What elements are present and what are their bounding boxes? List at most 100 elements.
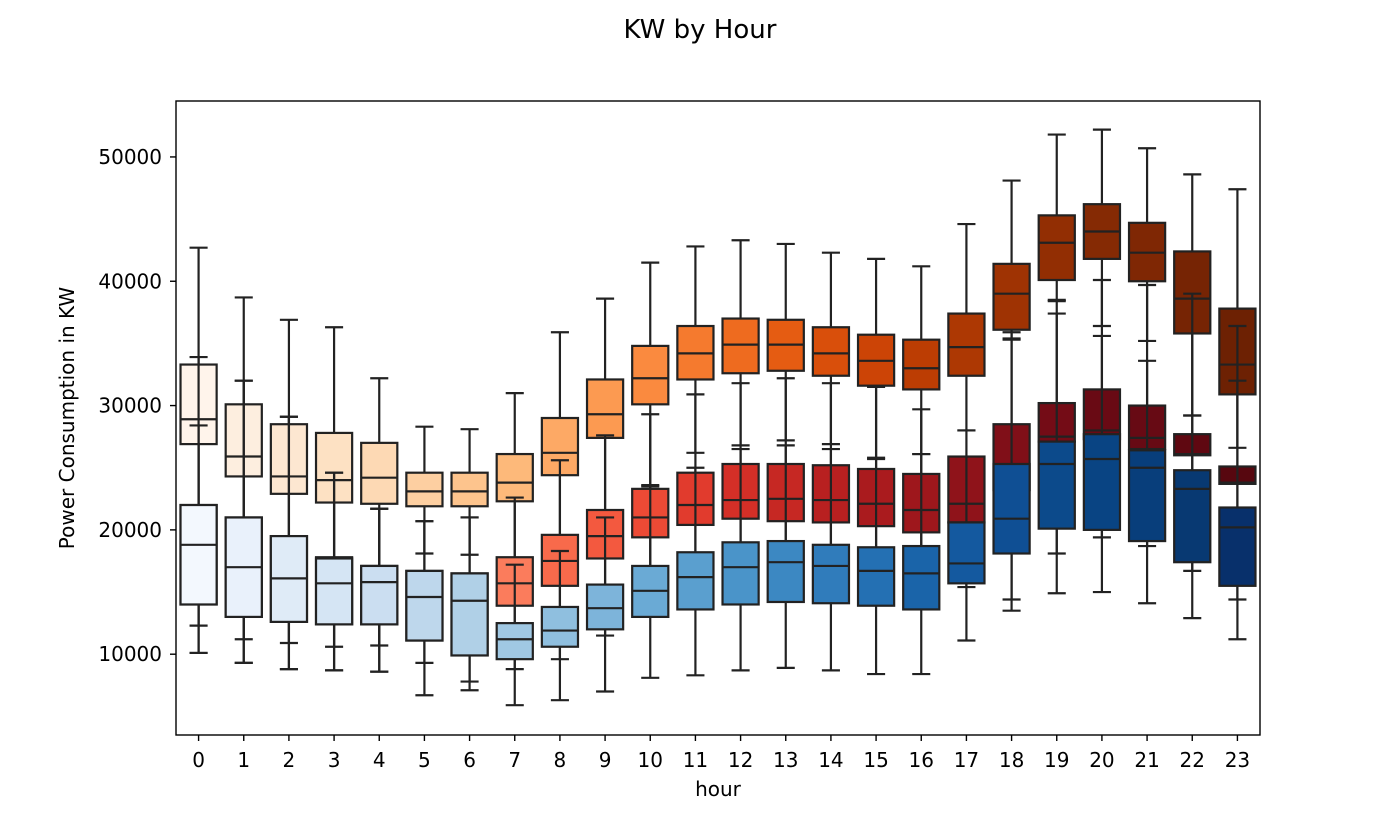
box-iqr: [676, 551, 715, 611]
box-iqr: [1037, 440, 1076, 530]
box-iqr: [1173, 469, 1212, 564]
x-tick-label: 20: [1089, 748, 1114, 772]
x-axis-label: hour: [695, 777, 742, 801]
box-hour-20: [1082, 128, 1122, 328]
box-hour-9: [585, 516, 625, 693]
y-axis-label: Power Consumption in KW: [55, 287, 79, 550]
x-tick-label: 19: [1044, 748, 1069, 772]
box-hour-1: [224, 379, 263, 664]
x-tick-label: 14: [818, 748, 843, 772]
y-axis: 10000 20000 30000 40000 50000: [98, 145, 176, 666]
y-tick-label: 50000: [98, 145, 162, 169]
box-hour-6: [450, 516, 489, 692]
box-iqr: [902, 338, 941, 391]
box-iqr: [495, 622, 534, 661]
x-tick-label: 8: [554, 748, 567, 772]
box-iqr: [450, 572, 489, 657]
box-hour-18: [992, 179, 1031, 340]
x-tick-label: 7: [508, 748, 521, 772]
chart-title: KW by Hour: [624, 15, 777, 45]
box-iqr: [947, 312, 986, 377]
box-hour-12: [721, 447, 760, 672]
box-iqr: [405, 569, 444, 642]
x-tick-label: 3: [328, 748, 341, 772]
box-iqr: [314, 557, 354, 626]
plot-frame: [175, 100, 1261, 736]
box-hour-5: [405, 425, 444, 555]
x-tick-label: 21: [1134, 748, 1159, 772]
x-tick-label: 22: [1180, 748, 1205, 772]
box-iqr: [179, 503, 218, 606]
box-hour-7: [495, 563, 534, 707]
box-iqr: [766, 539, 805, 604]
box-hour-16: [902, 452, 941, 676]
box-iqr: [360, 564, 399, 626]
box-hour-21: [1127, 283, 1167, 605]
x-tick-label: 17: [954, 748, 979, 772]
box-hour-4: [360, 507, 399, 673]
box-hour-11: [676, 466, 715, 677]
box-hour-6: [450, 428, 489, 556]
x-tick-label: 6: [463, 748, 476, 772]
box-hour-19: [1037, 133, 1076, 303]
x-tick-label: 18: [999, 748, 1024, 772]
box-iqr: [856, 546, 896, 607]
box-iqr: [721, 541, 760, 606]
box-hour-12: [721, 239, 760, 447]
x-tick-label: 10: [638, 748, 663, 772]
box-iqr: [360, 441, 399, 505]
x-tick-label: 5: [418, 748, 431, 772]
box-hour-0: [179, 355, 218, 655]
box-hour-3: [314, 471, 354, 672]
box-iqr: [992, 462, 1031, 555]
x-tick-label: 4: [373, 748, 386, 772]
x-tick-label: 1: [237, 748, 250, 772]
box-iqr: [947, 521, 986, 585]
box-iqr: [1037, 214, 1076, 282]
box-hour-2: [269, 415, 309, 671]
box-hour-19: [1037, 298, 1076, 595]
plot-area: [179, 128, 1257, 707]
x-tick-label: 2: [283, 748, 296, 772]
box-hour-23: [1218, 324, 1257, 641]
box-hour-20: [1082, 278, 1122, 594]
box-hour-8: [540, 549, 580, 702]
box-iqr: [1082, 433, 1122, 531]
box-iqr: [450, 471, 489, 508]
box-hour-13: [766, 444, 805, 669]
y-tick-label: 10000: [98, 642, 162, 666]
box-iqr: [1127, 449, 1167, 543]
x-tick-label: 0: [192, 748, 205, 772]
box-iqr: [902, 544, 941, 611]
x-tick-label: 16: [909, 748, 934, 772]
y-tick-label: 40000: [98, 269, 162, 293]
box-hour-22: [1173, 292, 1212, 620]
box-iqr: [1218, 506, 1257, 587]
box-hour-17: [947, 222, 986, 432]
box-hour-18: [992, 331, 1031, 612]
x-tick-label: 9: [599, 748, 612, 772]
x-tick-label: 12: [728, 748, 753, 772]
box-iqr: [585, 378, 625, 439]
box-iqr: [811, 326, 851, 377]
y-tick-label: 20000: [98, 518, 162, 542]
x-tick-label: 15: [863, 748, 888, 772]
series-blue: [179, 278, 1257, 707]
box-iqr: [585, 583, 625, 631]
box-iqr: [631, 344, 670, 406]
box-hour-17: [947, 429, 986, 642]
x-tick-label: 11: [683, 748, 708, 772]
box-hour-15: [856, 456, 896, 676]
box-iqr: [721, 317, 760, 375]
box-iqr: [992, 262, 1031, 331]
box-iqr: [495, 452, 534, 503]
box-iqr: [811, 543, 851, 605]
y-tick-label: 30000: [98, 394, 162, 418]
x-axis: 0 1 2 3 4 5 6 7 8 9 10 11 12 13 14 15 16 17 18 19 20 21 22 23: [192, 735, 1250, 772]
x-tick-label: 23: [1225, 748, 1250, 772]
x-tick-label: 13: [773, 748, 798, 772]
box-hour-10: [631, 484, 670, 679]
box-iqr: [405, 471, 444, 508]
